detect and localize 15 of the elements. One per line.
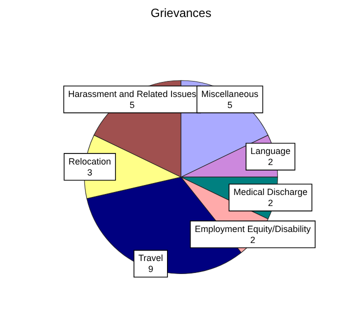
data-label: 3	[87, 167, 92, 178]
slice-label: Language	[250, 146, 290, 156]
slice-label: Harassment and Related Issues	[68, 88, 197, 99]
data-label: 2	[268, 198, 273, 208]
slice-label: Medical Discharge	[233, 187, 308, 198]
slice-label: Travel	[138, 253, 164, 264]
slice-label: Relocation	[68, 156, 112, 166]
data-label: 2	[250, 234, 256, 245]
data-label: 5	[227, 100, 232, 110]
slice-label: Miscellaneous	[201, 88, 259, 99]
slice-label: Employment Equity/Disability	[194, 224, 312, 234]
chart-title: Grievances	[150, 6, 212, 20]
data-label: 2	[268, 157, 273, 168]
data-label: 5	[130, 100, 135, 110]
data-label: 9	[148, 264, 154, 274]
